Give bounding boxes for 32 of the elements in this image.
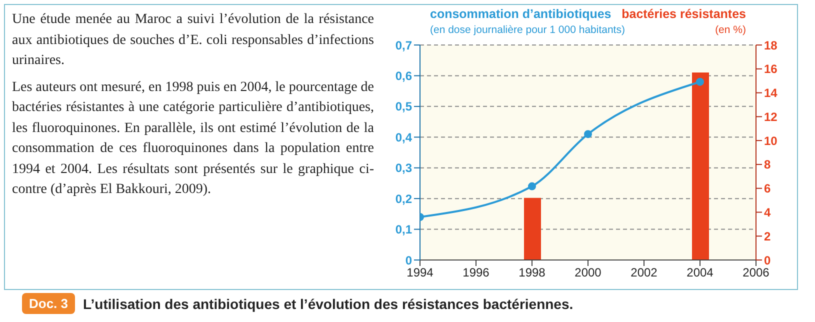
x-tick-label: 2006 xyxy=(742,266,770,280)
y2-tick-label: 14 xyxy=(764,86,778,100)
x-tick-label: 2002 xyxy=(630,266,658,280)
y2-tick-label: 12 xyxy=(764,110,778,124)
y-tick-label: 0,1 xyxy=(395,222,412,237)
x-tick-label: 1998 xyxy=(518,266,546,280)
x-tick-label: 2000 xyxy=(574,266,602,280)
y-tick-label: 0,6 xyxy=(395,68,412,83)
y2-tick-label: 8 xyxy=(764,158,771,172)
y-tick-label: 0,3 xyxy=(395,161,412,176)
y2-tick-label: 2 xyxy=(764,229,771,244)
y-tick-label: 0,5 xyxy=(395,100,412,114)
y-tick-label: 0,4 xyxy=(395,130,412,144)
y2-tick-label: 10 xyxy=(764,134,778,148)
x-tick-label: 1996 xyxy=(462,266,490,280)
point xyxy=(528,182,536,190)
point xyxy=(696,78,704,86)
y-tick-label: 0,2 xyxy=(395,192,412,206)
y2-tick-label: 0 xyxy=(764,253,771,268)
y-tick-label: 0 xyxy=(405,253,412,268)
text: Une étude menée au Maroc a suivi l’évolution de la résistance aux antibiotiques de souches d’E. coli responsables d’infections urinaires. xyxy=(12,11,374,70)
x-tick-label: 2004 xyxy=(686,266,714,280)
text: Doc. 3 xyxy=(22,293,76,314)
point xyxy=(584,130,592,138)
x-tick-label: 1994 xyxy=(406,266,434,280)
y2-tick-label: 6 xyxy=(764,182,771,196)
text: Les auteurs ont mesuré, en 1998 puis en 2004, le pourcentage de bactéries résistantes à une catégorie particulière d’antibiotiques, les fluoroquinones. En parallèle, ils ont estimé l’évolution de la consommation de ces fluoroquinones dans la population entre 1994 et 2004. Les résultats sont présentés sur le graphique ci-contre (d’après El Bakkouri, 2009). xyxy=(12,78,374,199)
text: L’utilisation des antibiotiques et l’évolution des résistances bactériennes. xyxy=(83,296,574,312)
y2-tick-label: 18 xyxy=(764,38,778,52)
y2-tick-label: 16 xyxy=(764,62,778,76)
y-tick-label: 0,7 xyxy=(395,38,412,52)
y2-tick-label: 4 xyxy=(764,205,771,220)
